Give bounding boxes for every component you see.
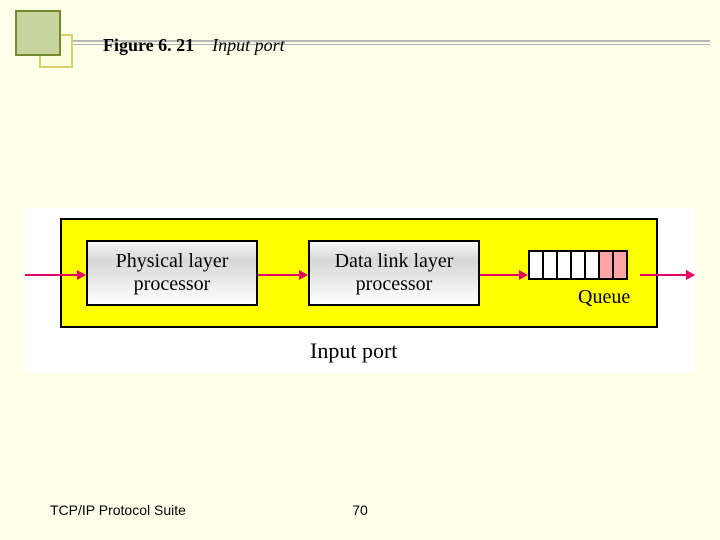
arrow-icon <box>25 274 78 276</box>
bullet-square-front <box>15 10 61 56</box>
proc2-line2: processor <box>356 273 433 295</box>
slide: Figure 6. 21 Input port Physical layer pr… <box>0 0 720 540</box>
arrow-icon <box>258 274 300 276</box>
data-link-layer-processor: Data link layer processor <box>308 240 480 306</box>
arrow-head-icon <box>299 270 308 280</box>
proc2-line1: Data link layer <box>335 250 454 272</box>
proc1-line1: Physical layer <box>116 250 229 272</box>
queue-cell <box>612 250 628 280</box>
queue-label: Queue <box>578 286 630 309</box>
page-number: 70 <box>0 502 720 518</box>
proc1-line2: processor <box>134 273 211 295</box>
figure-name: Input port <box>212 35 285 55</box>
arrow-head-icon <box>519 270 528 280</box>
arrow-head-icon <box>686 270 695 280</box>
arrow-icon <box>640 274 687 276</box>
figure-number: Figure 6. 21 <box>103 35 194 55</box>
title-bullet <box>15 10 75 70</box>
arrow-icon <box>480 274 520 276</box>
queue <box>528 250 640 280</box>
diagram-caption: Input port <box>310 338 397 364</box>
figure-title: Figure 6. 21 Input port <box>85 14 285 77</box>
physical-layer-processor: Physical layer processor <box>86 240 258 306</box>
arrow-head-icon <box>77 270 86 280</box>
